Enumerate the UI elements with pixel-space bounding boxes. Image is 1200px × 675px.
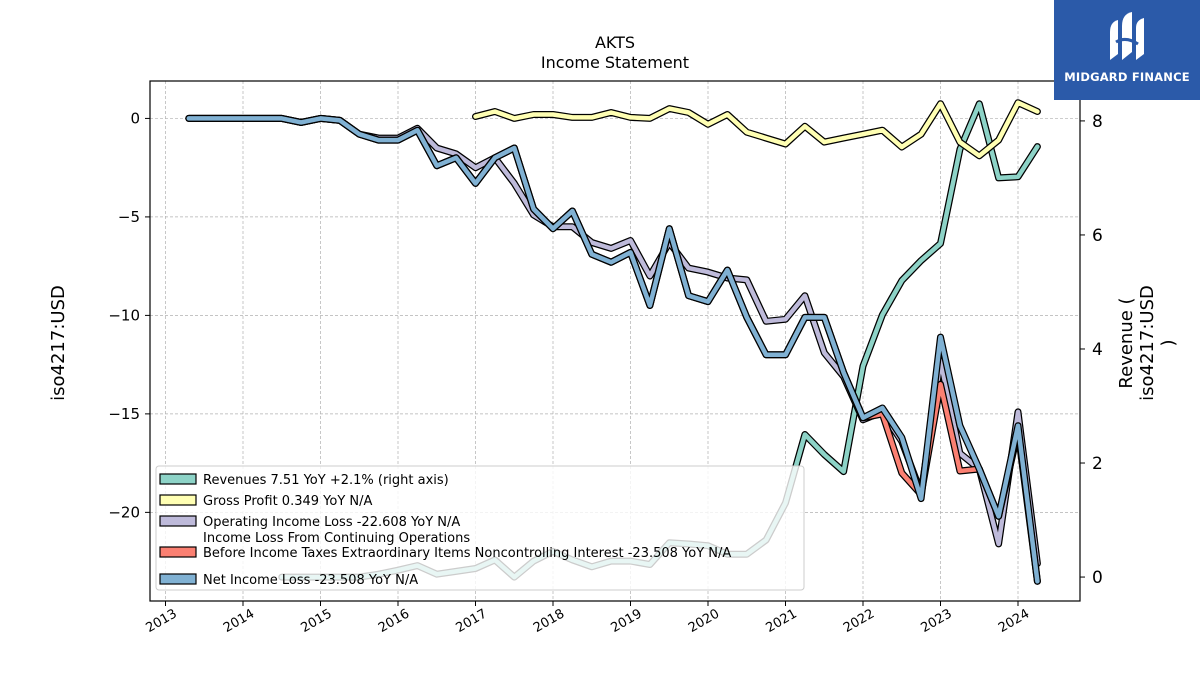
right-axis-label: Revenue (iso4217:USD) [1116, 285, 1179, 401]
legend-box [155, 465, 805, 591]
x-tick-label: 2024 [996, 606, 1032, 636]
right-y-tick-label: 2 [1092, 454, 1103, 474]
right-y-tick-label: 4 [1092, 340, 1103, 360]
right-axis-label-text: Revenue (iso4217:USD) [1116, 285, 1179, 401]
right-axis-label-line: ) [1158, 339, 1179, 346]
legend-swatch [159, 473, 197, 485]
right-axis-label-line: Revenue ( [1116, 297, 1137, 388]
legend-swatch [159, 573, 197, 585]
legend-entry: Income Loss From Continuing Operations Be… [203, 531, 731, 561]
left-y-tick-label: 0 [130, 109, 140, 127]
x-tick-label: 2023 [918, 606, 954, 636]
plot-frame [149, 80, 1081, 602]
legend-entry-line: Before Income Taxes Extraordinary Items … [203, 546, 731, 561]
x-tick-label: 2018 [531, 606, 567, 636]
x-tick-label: 2015 [298, 606, 334, 636]
left-axis-label: iso4217:USD [48, 285, 69, 401]
midgard-finance-logo: MIDGARD FINANCE [1054, 0, 1200, 100]
chart-subtitle: Income Statement [541, 53, 689, 72]
x-tick-label: 2021 [763, 606, 799, 636]
x-tick-label: 2019 [608, 606, 644, 636]
legend-entry-line: Income Loss From Continuing Operations [203, 531, 470, 546]
right-axis-label-line: iso4217:USD [1137, 285, 1158, 401]
legend-swatch [159, 515, 197, 527]
legend-entry-line: Gross Profit 0.349 YoY N/A [203, 494, 373, 509]
legend-entry-line: Net Income Loss -23.508 YoY N/A [203, 573, 418, 588]
x-tick-label: 2020 [686, 606, 722, 636]
legend-entry: Net Income Loss -23.508 YoY N/A [203, 573, 418, 588]
chart-title: AKTS [595, 33, 635, 52]
legend-entry-line: Revenues 7.51 YoY +2.1% (right axis) [203, 473, 449, 488]
x-tick-label: 2017 [453, 606, 489, 636]
x-tick-label: 2016 [376, 606, 412, 636]
right-y-tick-label: 6 [1092, 226, 1103, 246]
left-y-tick-label: −20 [108, 503, 140, 521]
legend-entry: Revenues 7.51 YoY +2.1% (right axis) [203, 473, 449, 488]
left-y-tick-label: −10 [108, 306, 140, 324]
series-line [473, 100, 1040, 159]
series-line [186, 116, 1040, 584]
x-tick-label: 2022 [841, 606, 877, 636]
logo-mark-icon [1110, 12, 1144, 60]
x-tick-label: 2014 [221, 606, 257, 636]
legend-entry: Gross Profit 0.349 YoY N/A [203, 494, 373, 509]
legend-swatch [159, 546, 197, 558]
legend: Revenues 7.51 YoY +2.1% (right axis) Gros… [155, 465, 805, 591]
legend-entry-line: Operating Income Loss -22.608 YoY N/A [203, 515, 460, 530]
legend-entry: Operating Income Loss -22.608 YoY N/A [203, 515, 460, 530]
left-y-tick-label: −5 [118, 208, 140, 226]
right-y-tick-label: 8 [1092, 112, 1103, 132]
right-y-tick-label: 0 [1092, 568, 1103, 588]
left-y-tick-label: −15 [108, 405, 140, 423]
logo-text: MIDGARD FINANCE [1064, 70, 1190, 84]
legend-swatch [159, 494, 197, 506]
x-tick-label: 2013 [143, 606, 179, 636]
